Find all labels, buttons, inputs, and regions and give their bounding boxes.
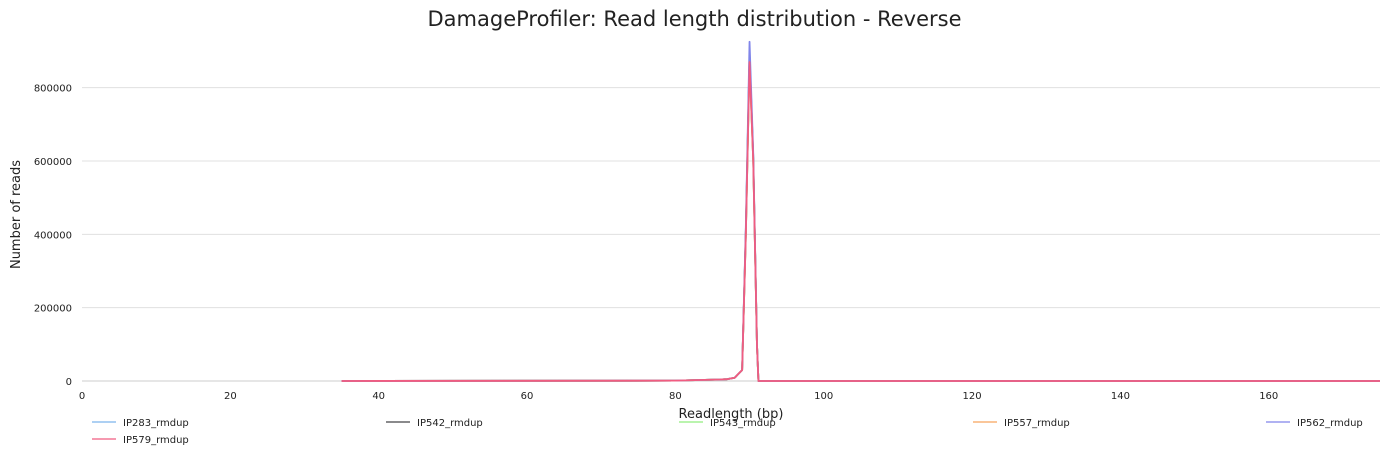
- y-axis-label: Number of reads: [9, 160, 24, 269]
- y-tick-label: 600000: [34, 157, 72, 168]
- legend-item[interactable]: IP557_rmdup: [973, 418, 1070, 429]
- series-line-ip542-rmdup: [341, 53, 1380, 382]
- legend-item[interactable]: IP543_rmdup: [679, 418, 776, 429]
- x-tick-label: 20: [224, 391, 237, 402]
- chart-title: DamageProfiler: Read length distribution…: [427, 7, 962, 31]
- grid-layer: [82, 87, 1380, 382]
- y-tick-label: 800000: [34, 84, 72, 95]
- legend-item[interactable]: IP579_rmdup: [92, 435, 189, 446]
- legend-label: IP542_rmdup: [417, 418, 483, 429]
- series-line-ip543-rmdup: [341, 61, 1380, 382]
- legend-label: IP283_rmdup: [123, 418, 189, 429]
- series-line-ip283-rmdup: [341, 57, 1380, 382]
- legend: IP283_rmdup IP542_rmdup IP543_rmdup IP557_r…: [92, 418, 1363, 446]
- y-tick-label: 0: [66, 377, 72, 388]
- x-tick-label: 0: [79, 391, 85, 402]
- series-line-ip562-rmdup: [341, 40, 1380, 382]
- legend-item[interactable]: IP562_rmdup: [1266, 418, 1363, 429]
- x-tick-label: 160: [1259, 391, 1278, 402]
- y-tick-label: 400000: [34, 230, 72, 241]
- legend-label: IP543_rmdup: [710, 418, 776, 429]
- y-tick-label: 200000: [34, 304, 72, 315]
- x-tick-label: 100: [814, 391, 833, 402]
- x-tick-label: 40: [372, 391, 385, 402]
- legend-item[interactable]: IP542_rmdup: [386, 418, 483, 429]
- legend-item[interactable]: IP283_rmdup: [92, 418, 189, 429]
- series-layer: [341, 40, 1380, 382]
- x-tick-label: 80: [669, 391, 682, 402]
- legend-label: IP562_rmdup: [1297, 418, 1363, 429]
- x-tick-label: 120: [963, 391, 982, 402]
- legend-label: IP579_rmdup: [123, 435, 189, 446]
- x-tick-label: 60: [521, 391, 534, 402]
- x-axis-label: Readlength (bp): [679, 407, 784, 422]
- tick-layer: 0 200000 400000 600000 800000 0 20 40 60 80 100 120…: [34, 84, 1278, 402]
- series-line-ip557-rmdup: [341, 59, 1380, 382]
- x-tick-label: 140: [1111, 391, 1130, 402]
- legend-label: IP557_rmdup: [1004, 418, 1070, 429]
- series-line-ip579-rmdup: [341, 61, 1380, 382]
